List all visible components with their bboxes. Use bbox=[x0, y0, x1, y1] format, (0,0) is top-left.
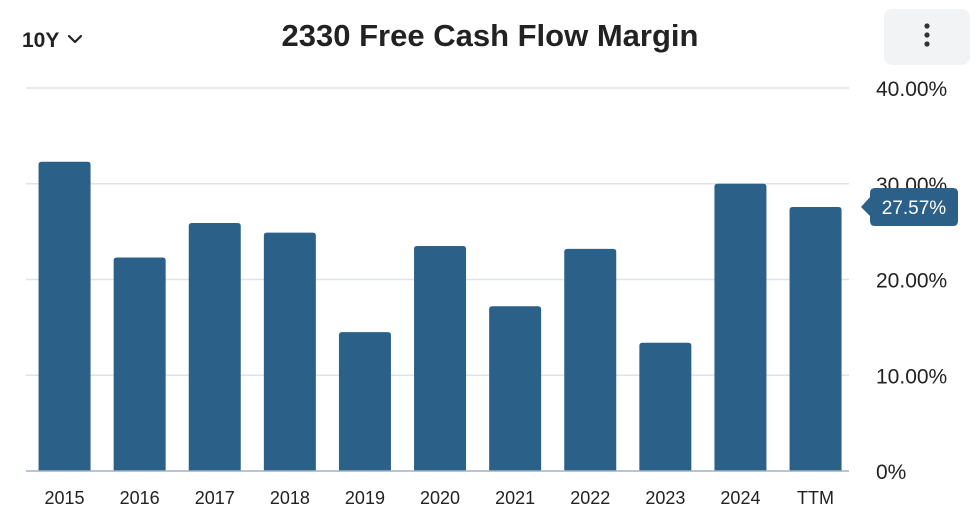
bar bbox=[639, 342, 692, 471]
y-tick-label: 0% bbox=[876, 461, 906, 484]
x-tick-label: TTM bbox=[797, 488, 834, 508]
bar bbox=[789, 207, 842, 471]
value-callout bbox=[861, 188, 958, 227]
x-tick-label: 2017 bbox=[195, 488, 235, 508]
more-vertical-icon bbox=[923, 22, 931, 53]
y-tick-label: 10.00% bbox=[876, 365, 947, 388]
range-label: 10Y bbox=[22, 29, 60, 52]
x-tick-label: 2022 bbox=[570, 488, 610, 508]
x-tick-label: 2019 bbox=[345, 488, 385, 508]
bar bbox=[188, 223, 241, 471]
bar bbox=[38, 161, 91, 472]
x-tick-label: 2021 bbox=[495, 488, 535, 508]
bar bbox=[338, 332, 391, 471]
x-tick-label: 2018 bbox=[270, 488, 310, 508]
bar bbox=[263, 232, 316, 471]
x-tick-label: 2024 bbox=[720, 488, 760, 508]
x-tick-label: 2015 bbox=[45, 488, 85, 508]
y-tick-label: 20.00% bbox=[876, 270, 947, 293]
range-selector[interactable]: 10Y bbox=[22, 26, 83, 56]
value-callout-label: 27.57% bbox=[882, 198, 947, 219]
chart-title: 2330 Free Cash Flow Margin bbox=[281, 18, 699, 53]
x-tick-label: 2020 bbox=[420, 488, 460, 508]
x-tick-label: 2016 bbox=[120, 488, 160, 508]
bar bbox=[414, 245, 467, 471]
bar bbox=[564, 248, 617, 471]
bar bbox=[714, 183, 767, 471]
bar bbox=[489, 306, 542, 471]
chevron-down-icon bbox=[67, 31, 83, 52]
y-tick-label: 40.00% bbox=[876, 78, 947, 101]
bar bbox=[113, 257, 166, 471]
x-tick-label: 2023 bbox=[645, 488, 685, 508]
more-options-button[interactable] bbox=[884, 9, 970, 65]
